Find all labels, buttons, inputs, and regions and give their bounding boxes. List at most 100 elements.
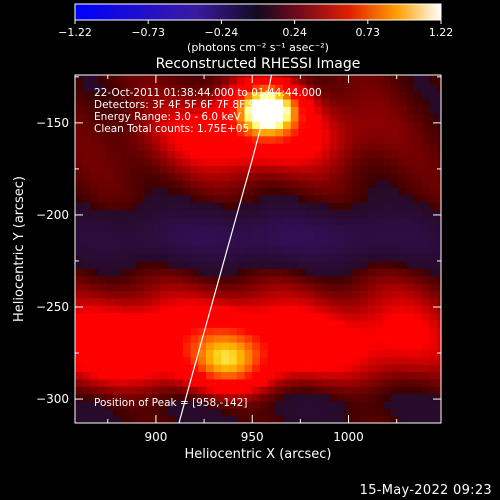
heatmap-cell bbox=[90, 231, 99, 240]
heatmap-cell bbox=[321, 408, 330, 417]
heatmap-cell bbox=[290, 113, 300, 122]
heatmap-cell bbox=[437, 260, 441, 269]
heatmap-cell bbox=[352, 135, 361, 144]
heatmap-cell bbox=[252, 246, 261, 255]
heatmap-cell bbox=[306, 135, 315, 144]
heatmap-cell bbox=[205, 194, 215, 203]
heatmap-cell bbox=[414, 91, 423, 100]
heatmap-cell bbox=[360, 157, 369, 166]
heatmap-cell bbox=[167, 224, 176, 233]
heatmap-cell bbox=[398, 327, 407, 336]
heatmap-cell bbox=[221, 349, 230, 358]
heatmap-cell bbox=[375, 224, 384, 233]
heatmap-cell bbox=[298, 128, 307, 137]
heatmap-cell bbox=[159, 408, 169, 417]
heatmap-cell bbox=[344, 400, 353, 409]
heatmap-cell bbox=[82, 408, 92, 417]
heatmap-cell bbox=[367, 415, 377, 423]
heatmap-cell bbox=[229, 84, 238, 93]
heatmap-cell bbox=[229, 135, 238, 144]
heatmap-cell bbox=[244, 91, 253, 100]
heatmap-cell bbox=[283, 327, 292, 336]
heatmap-cell bbox=[205, 76, 215, 85]
heatmap-cell bbox=[336, 341, 346, 350]
heatmap-cell bbox=[236, 224, 246, 233]
heatmap-cell bbox=[105, 157, 115, 166]
heatmap-cell bbox=[213, 216, 222, 225]
x-tick-label: 900 bbox=[144, 430, 167, 444]
heatmap-cell bbox=[182, 121, 192, 129]
heatmap-cell bbox=[344, 268, 353, 277]
plot-frame bbox=[74, 74, 442, 424]
heatmap-cell bbox=[275, 356, 284, 365]
heatmap-cell bbox=[75, 187, 84, 196]
heatmap-cell bbox=[336, 386, 346, 395]
heatmap-cell bbox=[321, 386, 330, 395]
heatmap-cell bbox=[182, 386, 192, 395]
heatmap-cell bbox=[205, 209, 215, 218]
heatmap-cell bbox=[244, 415, 253, 423]
heatmap-cell bbox=[437, 305, 441, 314]
heatmap-cell bbox=[267, 334, 276, 343]
heatmap-cell bbox=[429, 113, 438, 122]
heatmap-cell bbox=[360, 349, 369, 358]
heatmap-cell bbox=[367, 194, 377, 203]
heatmap-cell bbox=[352, 341, 361, 350]
heatmap-cell bbox=[421, 268, 431, 277]
heatmap-cell bbox=[98, 283, 107, 292]
heatmap-cell bbox=[167, 165, 176, 174]
heatmap-cell bbox=[321, 157, 330, 166]
heatmap-cell bbox=[329, 283, 338, 292]
heatmap-cell bbox=[144, 356, 153, 365]
heatmap-cell bbox=[190, 341, 199, 350]
heatmap-cell bbox=[352, 400, 361, 409]
heatmap-cell bbox=[90, 106, 99, 115]
heatmap-cell bbox=[244, 75, 253, 78]
heatmap-cell bbox=[283, 128, 292, 137]
heatmap-cell bbox=[205, 246, 215, 255]
heatmap-cell bbox=[390, 187, 400, 196]
heatmap-cell bbox=[190, 84, 199, 93]
heatmap-cell bbox=[198, 268, 207, 277]
heatmap-cell bbox=[352, 275, 361, 284]
heatmap-cell bbox=[182, 283, 192, 292]
heatmap-cell bbox=[344, 305, 353, 314]
heatmap-cell bbox=[344, 290, 353, 299]
heatmap-cell bbox=[159, 327, 169, 336]
heatmap-cell bbox=[383, 283, 392, 292]
heatmap-cell bbox=[283, 334, 292, 343]
heatmap-cell bbox=[221, 75, 230, 78]
heatmap-cell bbox=[267, 371, 276, 380]
heatmap-cell bbox=[367, 135, 377, 144]
heatmap-cell bbox=[190, 202, 199, 211]
heatmap-cell bbox=[152, 157, 161, 166]
heatmap-cell bbox=[367, 268, 377, 277]
heatmap-cell bbox=[213, 135, 222, 144]
heatmap-cell bbox=[182, 334, 192, 343]
heatmap-cell bbox=[275, 75, 284, 78]
heatmap-cell bbox=[421, 231, 431, 240]
heatmap-cell bbox=[429, 150, 438, 159]
heatmap-cell bbox=[390, 209, 400, 218]
heatmap-cell bbox=[329, 253, 338, 262]
heatmap-cell bbox=[198, 98, 207, 107]
heatmap-cell bbox=[236, 216, 246, 225]
heatmap-cell bbox=[205, 75, 215, 78]
heatmap-cell bbox=[221, 275, 230, 284]
heatmap-cell bbox=[398, 202, 407, 211]
heatmap-cell bbox=[105, 246, 115, 255]
heatmap-cell bbox=[344, 283, 353, 292]
heatmap-cell bbox=[175, 400, 184, 409]
heatmap-cell bbox=[367, 349, 377, 358]
heatmap-cell bbox=[113, 334, 122, 343]
heatmap-cell bbox=[113, 157, 122, 166]
heatmap-cell bbox=[244, 121, 253, 129]
heatmap-cell bbox=[344, 393, 353, 402]
heatmap-cell bbox=[398, 297, 407, 306]
heatmap-cell bbox=[252, 91, 261, 100]
heatmap-cell bbox=[152, 216, 161, 225]
heatmap-cell bbox=[360, 386, 369, 395]
heatmap-cell bbox=[414, 400, 423, 409]
heatmap-cell bbox=[213, 246, 222, 255]
heatmap-cell bbox=[152, 341, 161, 350]
